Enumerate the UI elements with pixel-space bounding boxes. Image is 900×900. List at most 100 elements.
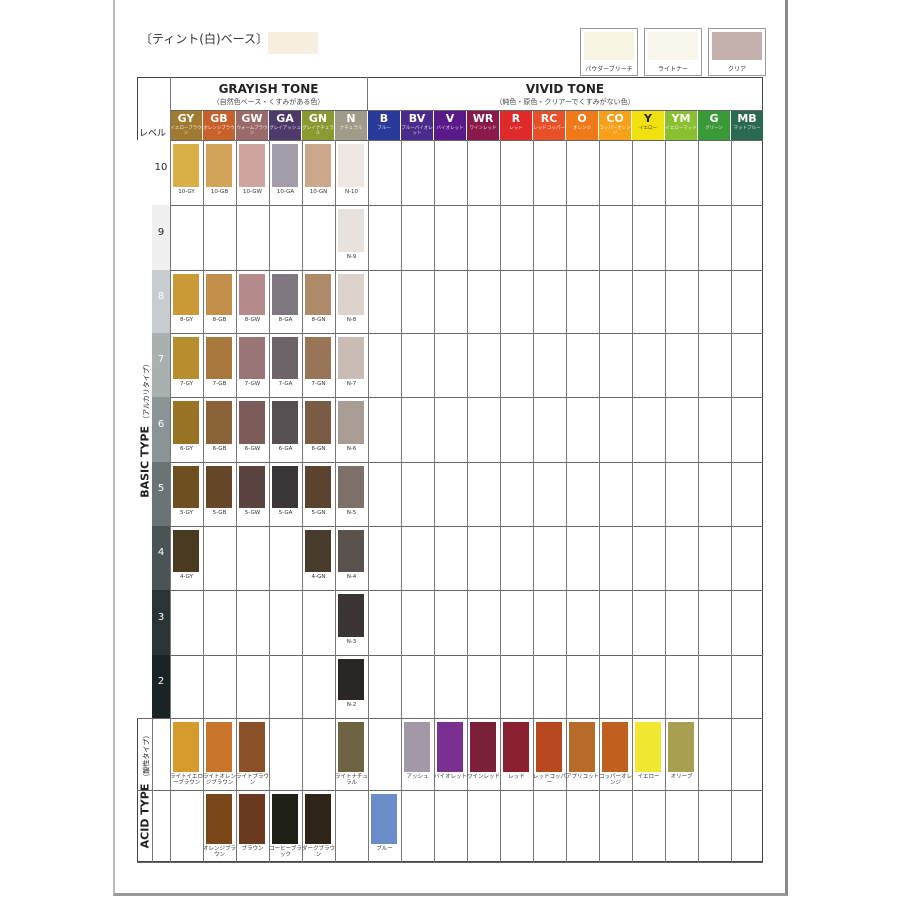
swatch-ライトイエローブラウン <box>173 722 199 772</box>
column-name: ブルーバイオレット <box>401 126 433 136</box>
column-code: B <box>379 112 389 125</box>
column-divider <box>269 140 270 862</box>
row-divider <box>152 140 763 141</box>
swatch-レッド <box>503 722 529 772</box>
column-name: オレンジブラウン <box>203 126 235 136</box>
column-divider <box>302 140 303 862</box>
column-header-o: O オレンジ <box>566 110 598 140</box>
column-code: CO <box>606 112 624 125</box>
column-code: BV <box>408 112 426 125</box>
swatch-label: 7-GB <box>212 381 227 387</box>
swatch-ライトナチュラル <box>338 722 364 772</box>
swatch-10-GB <box>206 144 232 187</box>
column-divider <box>434 140 435 862</box>
column-code: GY <box>177 112 195 125</box>
column-name: グリーン <box>705 126 723 131</box>
column-header-gw: GW ウォームブラウン <box>236 110 268 140</box>
swatch-10-GY <box>173 144 199 187</box>
row-divider <box>152 270 763 271</box>
column-divider <box>467 140 468 862</box>
column-divider <box>500 140 501 862</box>
row-divider <box>137 862 763 863</box>
swatch-8-GB <box>206 274 232 315</box>
column-code: R <box>511 112 521 125</box>
column-header-co: CO コッパーオレンジ <box>599 110 631 140</box>
divider <box>170 77 171 862</box>
column-code: YM <box>671 112 691 125</box>
swatch-ライトオレンジブラウン <box>206 722 232 772</box>
row-divider <box>152 462 763 463</box>
swatch-label: 4-GY <box>179 574 194 580</box>
swatch-label: バイオレット <box>434 774 468 780</box>
swatch-label: ブルー <box>376 846 393 852</box>
column-divider <box>665 140 666 862</box>
column-divider <box>203 140 204 862</box>
column-header-y: Y イエロー <box>632 110 664 140</box>
swatch-10-GA <box>272 144 298 187</box>
swatch-ブルー <box>371 794 397 844</box>
column-name: コッパーオレンジ <box>599 126 631 136</box>
swatch-7-GN <box>305 337 331 379</box>
swatch-ブラウン <box>239 794 265 844</box>
column-code: RC <box>540 112 558 125</box>
column-code: MB <box>737 112 757 125</box>
swatch-label: 8-GY <box>179 317 194 323</box>
level-5: 5 <box>152 462 170 526</box>
column-code: GW <box>241 112 263 125</box>
swatch-オリーブ <box>668 722 694 772</box>
swatch-label: ライトオレンジブラウン <box>203 774 237 786</box>
column-code: WR <box>472 112 494 125</box>
swatch-label: 8-GA <box>278 317 293 323</box>
column-divider <box>566 140 567 862</box>
swatch-アプリコット <box>569 722 595 772</box>
swatch-label: 6-GN <box>311 446 326 452</box>
column-name: グレイナチュラル <box>302 126 334 136</box>
column-header-g: G グリーン <box>698 110 730 140</box>
swatch <box>648 32 698 60</box>
swatch-5-GB <box>206 466 232 508</box>
swatch-label: N-10 <box>344 189 359 195</box>
swatch-label: アプリコット <box>566 774 600 780</box>
basic-type-sub: （アルカリタイプ） <box>142 360 150 423</box>
grayish-tone-title: GRAYISH TONE <box>218 82 319 96</box>
swatch-イエロー <box>635 722 661 772</box>
swatch-label: 10-GN <box>309 189 328 195</box>
swatch-N-5 <box>338 466 364 508</box>
column-header-gy: GY イエローブラウン <box>170 110 202 140</box>
swatch-label: イエロー <box>637 774 660 780</box>
swatch-label: コッパーオレンジ <box>599 774 633 786</box>
swatch-label: ライトナー <box>657 66 688 73</box>
swatch <box>584 32 634 60</box>
swatch-label: N-7 <box>346 381 357 387</box>
reference-swatch-lightener: ライトナー <box>644 28 702 76</box>
column-name: ワインレッド <box>469 126 497 131</box>
swatch-label: パウダーブリーチ <box>585 66 633 73</box>
swatch-label: クリア <box>727 66 746 73</box>
column-name: マットブルー <box>733 126 761 131</box>
swatch-8-GW <box>239 274 265 315</box>
swatch-label: 8-GB <box>212 317 227 323</box>
column-name: イエローマット <box>665 126 697 131</box>
row-divider <box>152 526 763 527</box>
column-code: GA <box>276 112 294 125</box>
swatch-5-GA <box>272 466 298 508</box>
level-8: 8 <box>152 270 170 333</box>
level-6: 6 <box>152 397 170 462</box>
column-code: O <box>577 112 587 125</box>
level-header: レベル <box>139 129 167 139</box>
row-divider <box>152 590 763 591</box>
swatch-バイオレット <box>437 722 463 772</box>
column-divider <box>731 140 732 862</box>
acid-type-text: ACID TYPE <box>138 783 151 849</box>
level-4: 4 <box>152 526 170 590</box>
swatch-4-GN <box>305 530 331 572</box>
swatch-label: N-9 <box>346 254 357 260</box>
column-name: ウォームブラウン <box>236 126 268 136</box>
swatch-5-GY <box>173 466 199 508</box>
swatch-6-GW <box>239 401 265 444</box>
column-divider <box>401 140 402 862</box>
swatch-label: ライトナチュラル <box>335 774 369 786</box>
swatch-label: オリーブ <box>670 774 693 780</box>
swatch-N-4 <box>338 530 364 572</box>
swatch-label: ライトイエローブラウン <box>170 774 203 786</box>
